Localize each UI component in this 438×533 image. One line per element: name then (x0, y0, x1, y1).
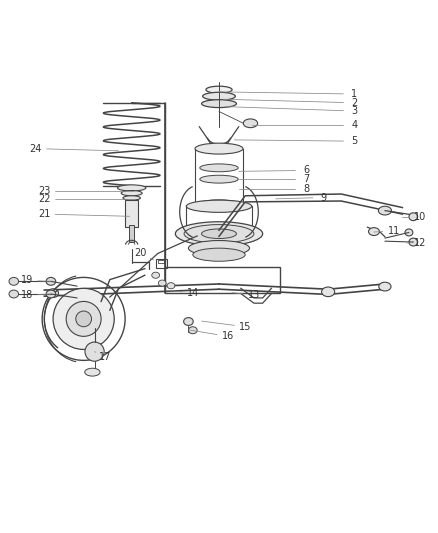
Ellipse shape (53, 288, 114, 350)
Ellipse shape (184, 224, 254, 243)
Text: 10: 10 (414, 212, 426, 222)
Ellipse shape (200, 164, 238, 172)
Ellipse shape (85, 368, 100, 376)
Text: 8: 8 (303, 184, 309, 194)
Text: 15: 15 (239, 322, 251, 332)
Ellipse shape (368, 228, 379, 236)
Text: 14: 14 (187, 288, 199, 298)
Text: 9: 9 (321, 192, 327, 203)
Text: 21: 21 (38, 209, 50, 219)
Text: 13: 13 (248, 290, 260, 300)
Ellipse shape (46, 290, 56, 298)
Ellipse shape (184, 318, 193, 326)
Ellipse shape (409, 238, 418, 246)
Ellipse shape (379, 282, 391, 291)
Ellipse shape (76, 311, 92, 327)
Text: 24: 24 (29, 143, 42, 154)
Ellipse shape (152, 272, 159, 278)
Ellipse shape (195, 200, 243, 211)
Text: 7: 7 (303, 174, 310, 184)
Ellipse shape (200, 175, 238, 183)
Ellipse shape (193, 248, 245, 261)
Bar (129, 225, 134, 243)
Ellipse shape (123, 196, 141, 200)
Text: 2: 2 (351, 98, 357, 108)
Ellipse shape (85, 342, 104, 361)
Ellipse shape (186, 200, 252, 212)
Bar (158, 260, 163, 263)
Ellipse shape (158, 280, 166, 286)
Ellipse shape (409, 213, 418, 221)
Ellipse shape (48, 289, 59, 297)
Text: 18: 18 (21, 290, 33, 300)
Text: 17: 17 (99, 352, 112, 362)
Ellipse shape (195, 143, 243, 154)
Text: 23: 23 (38, 187, 50, 196)
Text: 22: 22 (38, 194, 51, 204)
Text: 4: 4 (351, 119, 357, 130)
Ellipse shape (188, 240, 250, 256)
Text: 5: 5 (351, 136, 357, 146)
Ellipse shape (175, 222, 263, 246)
Text: 19: 19 (21, 276, 33, 286)
Text: 3: 3 (351, 106, 357, 116)
Text: 16: 16 (222, 332, 234, 341)
Text: 20: 20 (134, 248, 147, 259)
Ellipse shape (117, 185, 146, 191)
Ellipse shape (9, 290, 18, 298)
Ellipse shape (378, 206, 392, 215)
Ellipse shape (206, 86, 232, 93)
Text: 12: 12 (413, 238, 426, 248)
Text: 11: 11 (388, 226, 400, 236)
Ellipse shape (167, 282, 175, 289)
Ellipse shape (9, 277, 18, 285)
Bar (165, 266, 280, 293)
Ellipse shape (66, 302, 101, 336)
Ellipse shape (186, 224, 252, 237)
Ellipse shape (203, 92, 235, 100)
Ellipse shape (243, 119, 258, 128)
Ellipse shape (321, 287, 335, 297)
Ellipse shape (405, 229, 413, 236)
Ellipse shape (46, 277, 56, 285)
Ellipse shape (201, 100, 237, 108)
Ellipse shape (121, 190, 142, 196)
Bar (125, 200, 138, 227)
Text: 6: 6 (303, 165, 309, 175)
Ellipse shape (188, 327, 197, 334)
Bar (155, 259, 166, 268)
Ellipse shape (201, 229, 237, 239)
Text: 1: 1 (351, 89, 357, 99)
